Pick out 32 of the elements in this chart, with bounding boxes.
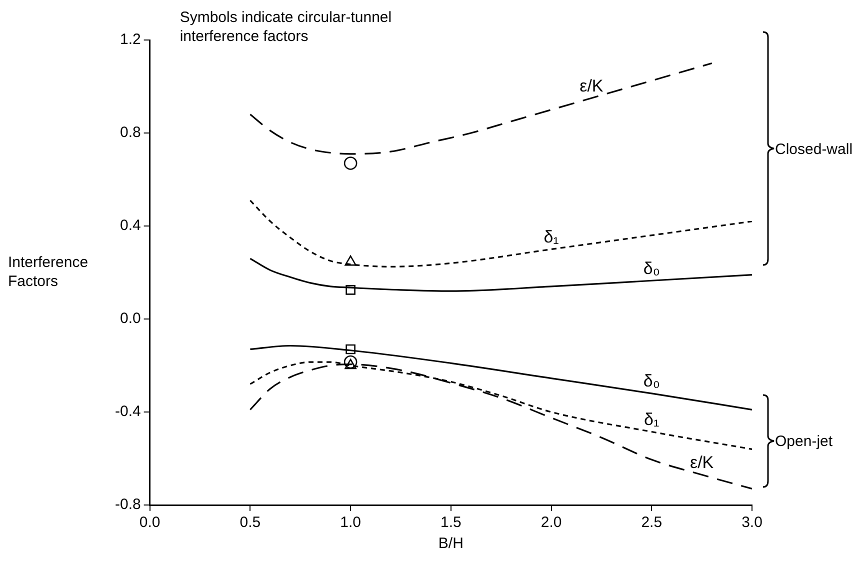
x-tick-label: 1.0: [340, 514, 361, 532]
y-tick-label: 1.2: [120, 31, 141, 48]
annotation: ε/K: [580, 76, 604, 96]
annotation: Symbols indicate circular-tunnel interference factors: [180, 8, 392, 46]
y-tick-label: -0.8: [114, 496, 141, 514]
point: [344, 358, 356, 370]
annotation: δ₀: [643, 258, 660, 278]
x-tick-label: 2.0: [540, 514, 562, 532]
x-tick-label: 1.5: [440, 514, 462, 532]
point: [344, 255, 356, 266]
x-tick-label: 3.0: [742, 514, 762, 532]
annotation: ε/K: [690, 452, 714, 472]
y-tick-label: 0.8: [120, 124, 141, 142]
point: [346, 285, 356, 295]
line-series: [249, 62, 713, 155]
line-series: [249, 344, 752, 410]
annotation: δ₁: [544, 227, 560, 246]
x-tick-label: 0.5: [240, 514, 261, 532]
text: Closed-wall: [775, 140, 853, 158]
x-tick-label: 2.5: [641, 514, 662, 532]
x-tick-label: 0.0: [139, 514, 160, 532]
text: Open-jet: [775, 432, 833, 451]
y-tick-label: -0.4: [114, 403, 141, 420]
point: [344, 156, 358, 170]
annotation: δ₁: [644, 410, 660, 429]
y-axis-title: Interference Factors: [8, 252, 88, 290]
point: [344, 355, 358, 369]
point: [346, 344, 356, 354]
y-tick-label: 0.0: [120, 310, 141, 328]
y-tick-label: 0.4: [120, 217, 141, 234]
x-axis-title: B/H: [438, 535, 464, 552]
annotation: δ₀: [643, 372, 660, 391]
